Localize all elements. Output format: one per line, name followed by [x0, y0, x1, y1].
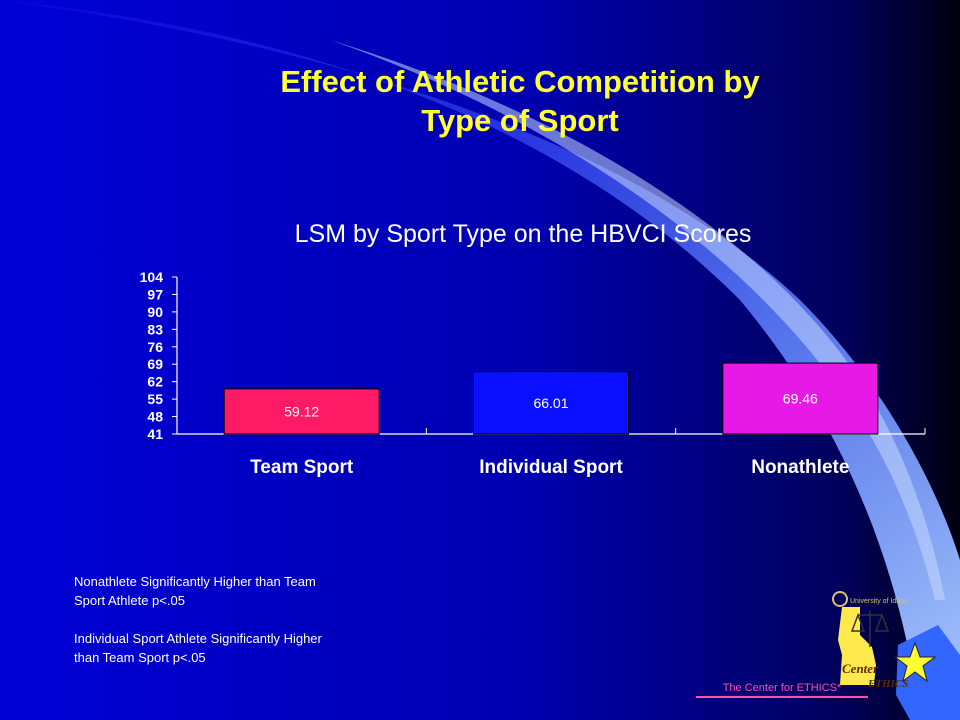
y-tick-label: 48 [147, 409, 163, 425]
chart-title: LSM by Sport Type on the HBVCI Scores [295, 220, 752, 248]
star-icon [893, 641, 937, 683]
blue-map-shape-icon [896, 625, 960, 720]
logo-university-text: University of Idaho [850, 598, 908, 605]
bar-value-label: 69.46 [783, 391, 818, 407]
x-category-label: Nonathlete [751, 457, 849, 478]
bar [223, 388, 380, 435]
note-line: than Team Sport p<.05 [74, 650, 206, 665]
note-line: Nonathlete Significantly Higher than Tea… [74, 574, 316, 589]
x-category-label: Individual Sport [479, 457, 623, 478]
x-axis-labels: Team Sport Individual Sport Nonathlete [250, 457, 849, 478]
slide-title-line-1: Effect of Athletic Competition by [280, 64, 760, 99]
x-category-label: Team Sport [250, 457, 354, 478]
note-individual: Individual Sport Athlete Significantly H… [74, 629, 434, 667]
y-tick-label: 62 [147, 374, 163, 390]
y-tick-label: 76 [147, 339, 163, 355]
university-seal-icon [832, 591, 848, 607]
bar [722, 362, 879, 435]
note-nonathlete: Nonathlete Significantly Higher than Tea… [74, 572, 434, 610]
center-for-ethics-logo: University of Idaho Center ETHICS [832, 591, 960, 720]
y-tick-label: 97 [147, 286, 163, 302]
bar-value-label: 66.01 [533, 395, 568, 411]
slide-title-line-2: Type of Sport [421, 103, 619, 138]
y-tick-label: 104 [140, 269, 164, 285]
slide-title: Effect of Athletic Competition by Type o… [120, 62, 920, 140]
y-tick-label: 69 [147, 356, 163, 372]
y-tick-label: 41 [147, 426, 163, 442]
y-tick-label: 90 [147, 304, 163, 320]
idaho-shape-icon [838, 607, 876, 685]
bar [473, 371, 629, 435]
logo-center-text: Center [842, 661, 879, 676]
bar-value-label: 59.12 [284, 403, 319, 419]
y-tick-label: 83 [147, 321, 163, 337]
note-line: Individual Sport Athlete Significantly H… [74, 631, 322, 646]
bars: 59.12 66.01 69.46 [223, 362, 926, 435]
scales-of-justice-icon [850, 611, 890, 647]
logo-ethics-text: ETHICS [867, 678, 908, 690]
footer-credit: The Center for ETHICS* [696, 682, 868, 698]
y-tick-label: 55 [147, 391, 163, 407]
significance-notes: Nonathlete Significantly Higher than Tea… [74, 572, 434, 686]
note-line: Sport Athlete p<.05 [74, 593, 185, 608]
